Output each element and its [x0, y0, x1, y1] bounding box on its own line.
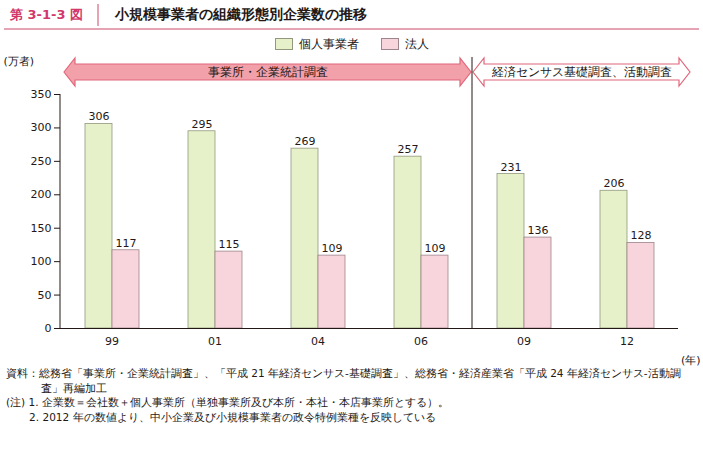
svg-text:250: 250: [31, 155, 52, 168]
svg-text:06: 06: [414, 335, 428, 348]
svg-text:109: 109: [322, 242, 343, 255]
svg-text:09: 09: [517, 335, 531, 348]
svg-text:(年): (年): [681, 354, 701, 367]
html-text:法人: 法人: [404, 36, 429, 51]
svg-text:350: 350: [31, 88, 52, 101]
svg-text:50: 50: [38, 289, 52, 302]
svg-text:231: 231: [501, 161, 522, 174]
svg-text:206: 206: [604, 177, 625, 190]
svg-text:257: 257: [398, 143, 419, 156]
svg-text:99: 99: [105, 335, 119, 348]
svg-text:306: 306: [89, 110, 110, 123]
svg-text:150: 150: [31, 222, 52, 235]
svg-text:109: 109: [425, 242, 446, 255]
svg-text:01: 01: [208, 335, 222, 348]
svg-text:300: 300: [31, 121, 52, 134]
svg-text:295: 295: [192, 118, 213, 131]
html-text:(注) 1. 企業数＝会社数＋個人事業所（単独事業所及び本所: (注) 1. 企業数＝会社数＋個人事業所（単独事業所及び本所・本社・本店事業所と…: [6, 396, 449, 409]
html-text:小規模事業者の組織形態別企業数の推移: 小規模事業者の組織形態別企業数の推移: [115, 6, 367, 22]
html-text:2. 2012 年の数値より、中小企業及び小規模事業者の政令: 2. 2012 年の数値より、中小企業及び小規模事業者の政令特例業種を反映してい…: [29, 411, 436, 424]
svg-text:117: 117: [116, 237, 137, 250]
svg-text:128: 128: [631, 229, 652, 242]
svg-text:100: 100: [31, 255, 52, 268]
svg-text:115: 115: [219, 238, 240, 251]
svg-text:200: 200: [31, 188, 52, 201]
html-text:個人事業者: 個人事業者: [298, 36, 359, 51]
svg-text:269: 269: [295, 135, 316, 148]
svg-text:経済センサス基礎調査、活動調査: 経済センサス基礎調査、活動調査: [491, 65, 672, 79]
html-text:資料：総務省「事業所・企業統計調査」、「平成 21 年経済セ: 資料：総務省「事業所・企業統計調査」、「平成 21 年経済センサス‐基礎調査」、…: [6, 367, 681, 394]
html-text:第 3-1-3 図: 第 3-1-3 図: [10, 7, 83, 22]
svg-text:136: 136: [528, 224, 549, 237]
svg-text:04: 04: [311, 335, 325, 348]
svg-text:(万者): (万者): [4, 55, 35, 68]
svg-text:0: 0: [45, 322, 52, 335]
svg-text:12: 12: [620, 335, 634, 348]
svg-text:事業所・企業統計調査: 事業所・企業統計調査: [208, 65, 328, 79]
